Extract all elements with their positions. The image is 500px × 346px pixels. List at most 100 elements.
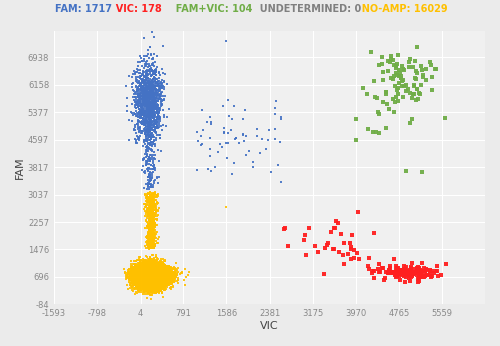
Point (150, 275, 158, 280)
Point (156, 280, 164, 286)
Point (138, 271, 146, 277)
Point (139, 267, 147, 273)
Point (146, 273, 154, 279)
Point (174, 272, 182, 278)
Point (142, 270, 150, 275)
Point (146, 275, 154, 280)
Point (156, 261, 164, 266)
Point (138, 265, 146, 271)
Point (138, 109, 145, 115)
Point (148, 275, 156, 280)
Point (142, 261, 150, 266)
Point (136, 274, 144, 279)
Point (132, 277, 140, 282)
Point (142, 273, 150, 279)
Point (151, 268, 159, 274)
Point (433, 263, 441, 268)
Point (400, 66, 407, 72)
Point (136, 278, 144, 283)
Point (138, 275, 146, 281)
Point (146, 182, 154, 188)
Point (163, 277, 171, 282)
Point (146, 265, 154, 271)
Point (146, 271, 154, 276)
Point (130, 266, 138, 272)
Point (142, 110, 150, 115)
Point (142, 83, 150, 88)
Point (149, 265, 157, 271)
Point (144, 270, 152, 275)
Point (144, 271, 152, 277)
Point (156, 273, 164, 278)
Point (134, 271, 142, 276)
Point (150, 96, 158, 102)
Point (403, 272, 411, 277)
Point (136, 275, 144, 281)
Point (144, 277, 152, 283)
Point (320, 271, 328, 277)
Point (146, 278, 154, 283)
Point (144, 239, 152, 245)
Point (135, 282, 143, 288)
Point (144, 186, 152, 191)
Point (144, 81, 152, 86)
Point (141, 277, 149, 282)
Point (156, 271, 164, 276)
Point (146, 279, 154, 285)
Point (141, 271, 149, 276)
Point (148, 269, 156, 274)
Point (152, 271, 160, 276)
Point (146, 266, 154, 272)
Point (150, 271, 158, 277)
Point (139, 282, 147, 288)
Point (144, 80, 152, 86)
Point (148, 273, 156, 279)
Point (141, 275, 149, 281)
Point (150, 282, 158, 288)
Point (148, 269, 156, 274)
Point (154, 282, 162, 288)
Point (144, 270, 152, 275)
Point (140, 274, 148, 280)
Point (147, 192, 155, 198)
Point (142, 278, 150, 283)
Point (150, 271, 158, 277)
Point (148, 279, 156, 285)
Point (152, 268, 160, 273)
Point (138, 271, 146, 276)
Point (143, 275, 151, 281)
Point (150, 220, 158, 225)
Point (146, 279, 154, 284)
Point (149, 273, 157, 279)
Point (145, 276, 153, 282)
Point (166, 271, 174, 276)
Point (142, 274, 150, 280)
Point (143, 267, 151, 273)
Point (138, 268, 146, 273)
Point (145, 272, 153, 277)
Point (147, 270, 155, 276)
Point (138, 107, 145, 112)
Point (130, 111, 138, 116)
Point (147, 275, 155, 281)
Point (146, 143, 154, 148)
Point (148, 274, 156, 279)
Point (155, 271, 163, 276)
Point (151, 271, 159, 277)
Point (146, 197, 154, 202)
Point (136, 282, 144, 287)
Point (144, 273, 152, 278)
Point (145, 274, 153, 279)
Point (146, 281, 154, 286)
Point (143, 269, 151, 275)
Point (162, 273, 170, 278)
Point (146, 276, 154, 281)
Point (149, 89, 157, 94)
Point (150, 275, 158, 280)
Point (146, 134, 154, 139)
Point (150, 264, 158, 270)
Point (148, 265, 156, 270)
Point (142, 278, 150, 283)
Point (140, 273, 147, 279)
Point (132, 105, 140, 110)
